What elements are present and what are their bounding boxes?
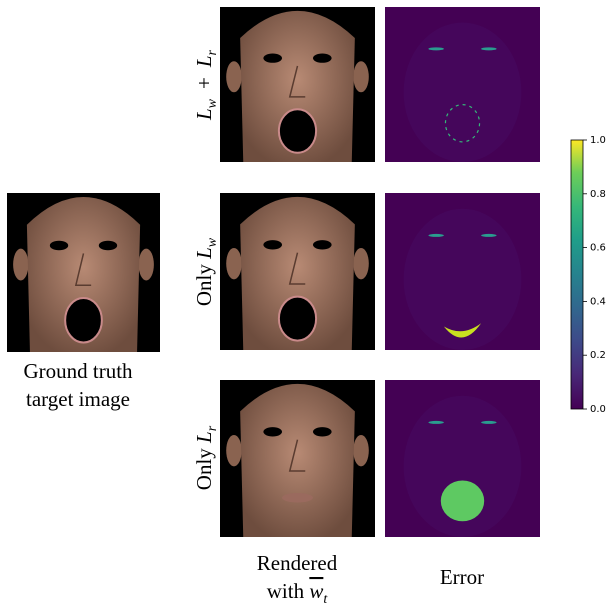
eye <box>313 240 332 249</box>
word: with <box>267 579 305 603</box>
prefix: Only <box>192 448 216 491</box>
tick-label: 0.8 <box>590 189 606 200</box>
mouth-error <box>441 480 484 521</box>
subscript: t <box>323 592 328 607</box>
eye-error <box>481 47 497 50</box>
symbol: L <box>192 247 216 260</box>
face-outline <box>404 209 522 350</box>
colorbar-axis: 0.0 0.2 0.4 0.6 0.8 1.0 <box>583 135 606 415</box>
head <box>240 384 355 537</box>
eye <box>263 427 282 436</box>
subscript: w <box>205 98 220 108</box>
symbol: L <box>192 108 216 121</box>
ear <box>226 248 242 279</box>
error-image <box>385 7 540 162</box>
symbol: w <box>309 579 323 603</box>
face-image <box>220 7 375 162</box>
eye <box>313 54 332 63</box>
images <box>7 7 540 537</box>
error-image <box>385 193 540 350</box>
tick-label: 0.2 <box>590 350 606 361</box>
row-label: Only Lr <box>192 425 220 490</box>
subscript: r <box>205 49 220 55</box>
eye <box>263 54 282 63</box>
eye <box>50 241 68 251</box>
eye <box>99 241 117 251</box>
ear <box>139 249 154 281</box>
face-outline <box>404 23 522 163</box>
gt-label: target image <box>26 387 130 411</box>
error-image <box>385 380 540 537</box>
eye <box>313 427 332 436</box>
ear <box>353 435 369 466</box>
eye <box>263 240 282 249</box>
eye-error <box>428 421 444 424</box>
prefix: Only <box>192 264 216 307</box>
ear <box>226 435 242 466</box>
mouth <box>65 298 102 343</box>
operator: + <box>192 77 216 89</box>
face-image <box>7 193 160 352</box>
mouth <box>282 493 313 502</box>
ear <box>226 61 242 92</box>
subscript: r <box>205 425 220 431</box>
mouth <box>279 297 316 341</box>
eye-error <box>428 234 444 237</box>
ear <box>13 249 28 281</box>
eye-error <box>481 234 497 237</box>
symbol: L <box>192 431 216 444</box>
subscript: w <box>205 237 220 247</box>
row-label: Lw + Lr <box>192 49 220 121</box>
symbol: L <box>192 55 216 68</box>
tick-label: 0.4 <box>590 296 606 307</box>
ear <box>353 61 369 92</box>
ear <box>353 248 369 279</box>
colorbar <box>571 140 583 409</box>
figure: Ground truth target image Lw + Lr Only Lw … <box>0 0 609 608</box>
row-label: Only Lw <box>192 237 220 306</box>
eye-error <box>428 47 444 50</box>
tick-label: 0.6 <box>590 243 606 254</box>
eye-error <box>481 421 497 424</box>
face-image <box>220 380 375 537</box>
tick-label: 1.0 <box>590 135 606 146</box>
column-label: Error <box>440 565 484 589</box>
mouth <box>279 109 316 152</box>
face-image <box>220 193 375 350</box>
gt-label: Ground truth <box>23 359 133 383</box>
tick-label: 0.0 <box>590 404 606 415</box>
column-label: with wt <box>267 579 329 607</box>
column-label: Rendered <box>257 551 338 575</box>
